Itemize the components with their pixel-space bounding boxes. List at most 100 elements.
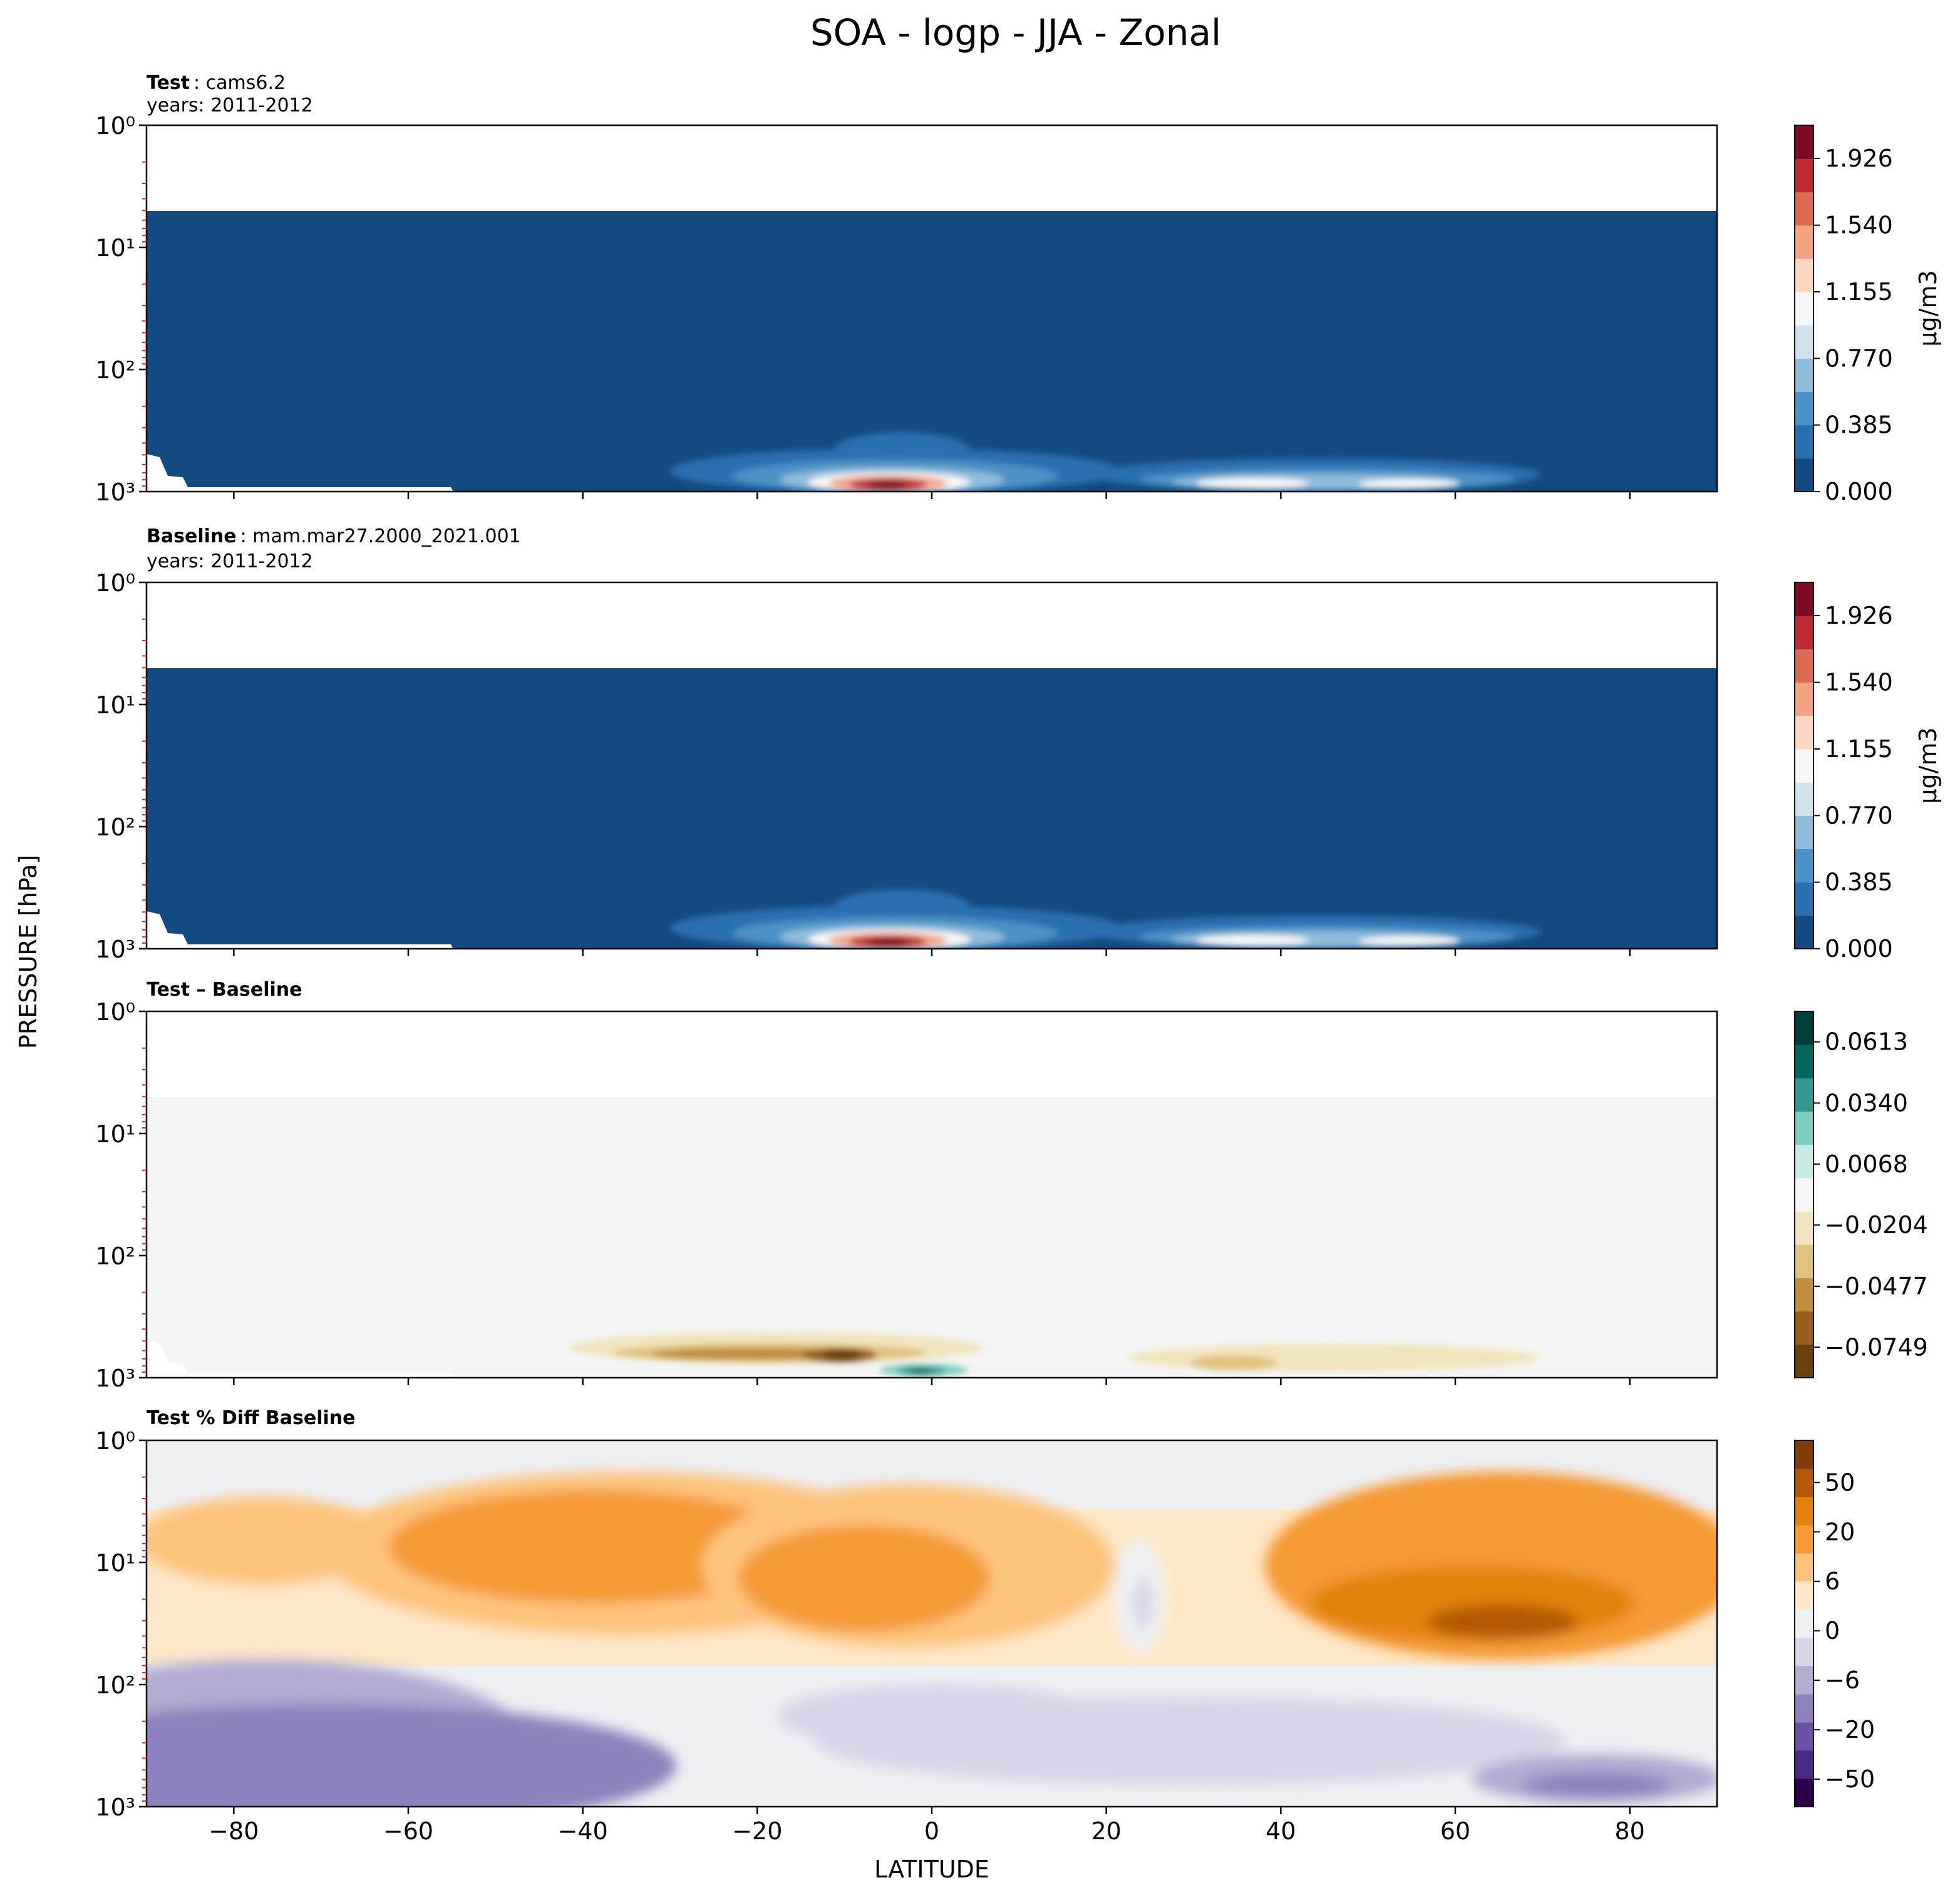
y-tick-label: 10³ [95,1365,135,1392]
panel-test-label-text: : cams6.2 [193,72,286,94]
colorbar-segment [1795,915,1813,949]
colorbar-segment [1795,782,1813,816]
colorbar-frame [1794,1011,1814,1378]
x-tick-label: −60 [383,1817,433,1845]
panel-test: Test: cams6.2 years: 2011-2012 [95,72,1942,506]
colorbar-tick-label: 20 [1825,1518,1855,1546]
x-tick-label: 0 [924,1817,939,1845]
top-empty-region [147,1011,1717,1097]
panel-baseline-label: Baseline: mam.mar27.2000_2021.001 [147,525,521,547]
y-tick-label: 10¹ [95,1120,135,1148]
colorbar-segment [1795,1469,1813,1497]
y-tick-label: 10² [95,1242,135,1270]
x-tick-label: 80 [1614,1817,1644,1845]
colorbar-segment [1795,1278,1813,1312]
colorbar-segment [1795,258,1813,292]
panel-baseline-label-text: : mam.mar27.2000_2021.001 [240,525,521,547]
colorbar-segment [1795,1111,1813,1145]
x-tick-label: −20 [732,1817,782,1845]
panel-percent-difference: Test % Diff Baseline [95,1407,1875,1845]
colorbar-segment [1795,849,1813,883]
colorbar-segment [1795,1666,1813,1695]
panel-percent-difference-colorbar: −50 −20 −6 0 6 20 50 [1794,1440,1875,1807]
colorbar-segment [1795,1581,1813,1610]
surface-mask [147,1340,453,1378]
colorbar-tick-label: 1.926 [1825,602,1893,629]
colorbar-tick-label: 0.0340 [1825,1089,1908,1117]
y-tick-label: 10² [95,813,135,841]
x-axis-label: LATITUDE [874,1856,989,1883]
panel-baseline-colorbar: 0.000 0.385 0.770 1.155 1.540 1.926 μg/m3 [1794,582,1942,963]
y-tick-label: 10¹ [95,1549,135,1577]
colorbar-segment [1795,748,1813,783]
colorbar-segment [1795,882,1813,916]
y-tick-label: 10² [95,1671,135,1699]
panel-baseline-years: years: 2011-2012 [147,550,313,572]
colorbar-segment [1795,1311,1813,1345]
y-tick-label: 10¹ [95,691,135,719]
colorbar-segment [1795,1779,1813,1807]
colorbar-tick-label: 0.000 [1825,478,1893,505]
colorbar-segment [1795,291,1813,326]
colorbar-tick-label: 1.155 [1825,735,1893,763]
panel-difference-field [147,1011,1717,1378]
panel-test-label: Test: cams6.2 [147,72,286,94]
colorbar-tick-label: 0.770 [1825,344,1893,372]
colorbar-tick-label: 1.540 [1825,669,1893,696]
y-tick-label: 10⁰ [95,998,135,1026]
colorbar-tick-label: −0.0477 [1825,1273,1928,1300]
colorbar-tick-label: 0.0068 [1825,1150,1908,1178]
colorbar-segment [1795,1144,1813,1179]
colorbar-tick-label: 1.155 [1825,278,1893,306]
colorbar-segment [1795,1722,1813,1751]
panel-baseline-field [147,582,1717,949]
panel-percent-difference-y-ticks: 10⁰ 10¹ 10² 10³ [95,1427,147,1821]
surface-mask [147,911,453,949]
panel-test-x-ticks [233,492,1631,499]
colorbar-segment [1795,125,1813,159]
colorbar-segment [1795,1244,1813,1279]
colorbar-segment [1795,1211,1813,1245]
panel-test-colorbar: 0.000 0.385 0.770 1.155 1.540 1.926 μg/m3 [1794,125,1942,505]
colorbar-label: μg/m3 [1914,270,1942,346]
panel-baseline-y-ticks: 10⁰ 10¹ 10² 10³ [95,569,147,963]
panel-test-years: years: 2011-2012 [147,95,313,116]
panel-percent-difference-label: Test % Diff Baseline [147,1407,356,1429]
colorbar-segment [1795,192,1813,226]
colorbar-segment [1795,1750,1813,1779]
figure-title: SOA - logp - JJA - Zonal [810,11,1221,54]
y-tick-label: 10³ [95,936,135,963]
colorbar-segment [1795,649,1813,683]
colorbar-segment [1795,616,1813,649]
y-tick-label: 10³ [95,478,135,506]
colorbar-segment [1795,682,1813,716]
colorbar-segment [1795,1694,1813,1723]
colorbar-segment [1795,225,1813,259]
colorbar-tick-label: 0.000 [1825,935,1893,963]
colorbar-tick-label: 50 [1825,1469,1855,1496]
colorbar-tick-label: −20 [1825,1716,1875,1743]
colorbar-frame [1794,582,1814,949]
colorbar-segment [1795,391,1813,426]
colorbar-tick-label: 0.385 [1825,869,1893,896]
panel-test-y-ticks: 10⁰ 10¹ 10² 10³ [95,112,147,506]
y-tick-label: 10⁰ [95,1427,135,1455]
colorbar-segment [1795,1609,1813,1638]
panel-difference-colorbar: −0.0749 −0.0477 −0.0204 0.0068 0.0340 0.0613 [1794,1011,1928,1378]
panel-baseline: Baseline: mam.mar27.2000_2021.001 years:… [95,525,1942,963]
colorbar-segment [1795,1177,1813,1212]
y-tick-label: 10⁰ [95,112,135,140]
panel-baseline-label-bold: Baseline [147,525,237,547]
y-tick-label: 10¹ [95,234,135,262]
panel-baseline-x-ticks [233,949,1631,956]
y-tick-label: 10² [95,356,135,384]
panel-test-field [147,125,1717,492]
colorbar-label: μg/m3 [1914,727,1942,803]
x-tick-label: 60 [1440,1817,1470,1845]
colorbar-tick-label: −0.0749 [1825,1333,1928,1361]
colorbar-segment [1795,458,1813,492]
colorbar-tick-label: −50 [1825,1765,1875,1793]
panel-difference-y-ticks: 10⁰ 10¹ 10² 10³ [95,998,147,1392]
colorbar-segment [1795,358,1813,393]
